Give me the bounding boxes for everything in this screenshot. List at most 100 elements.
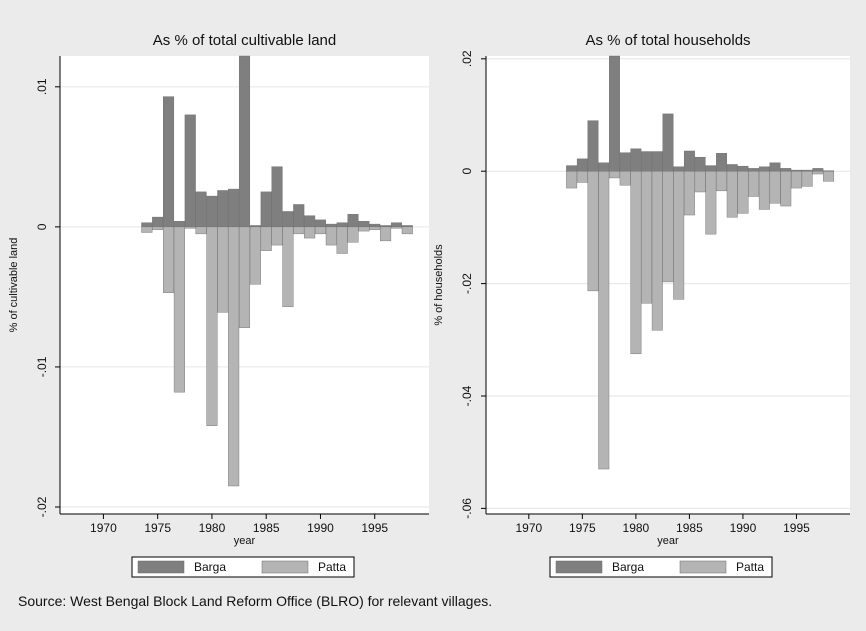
bar-barga-1997: [812, 168, 824, 172]
bar-patta-1979: [195, 226, 207, 235]
x-tick-label-1: 1975: [569, 521, 596, 535]
bar-patta-1982: [228, 226, 240, 487]
legend-label-barga: Barga: [194, 560, 226, 574]
bar-barga-1988: [716, 153, 727, 172]
bar-patta-1989: [726, 171, 738, 218]
y-tick-label-1: -.04: [460, 385, 474, 406]
x-tick-label-5: 1995: [361, 521, 388, 535]
x-tick-label-4: 1990: [730, 521, 757, 535]
bar-barga-1993: [769, 162, 781, 172]
bar-barga-1995: [369, 223, 381, 228]
bar-barga-1975: [152, 216, 164, 228]
bar-barga-1982: [651, 151, 663, 172]
bar-patta-1986: [694, 171, 706, 193]
bar-barga-1984: [249, 225, 261, 228]
bar-patta-1981: [641, 171, 653, 304]
bar-patta-1978: [609, 171, 620, 179]
bar-barga-1997: [390, 222, 402, 228]
bar-patta-1992: [336, 226, 348, 254]
legend-swatch-patta: [679, 560, 727, 574]
bar-barga-1981: [217, 190, 229, 228]
bar-barga-1996: [380, 225, 392, 228]
legend-label-barga: Barga: [612, 560, 644, 574]
bar-barga-1987: [705, 165, 717, 172]
panel-title: As % of total cultivable land: [153, 32, 336, 49]
panel-cultivable-land: -.02 -.01 0 .01 1970 1975 1980 1985 1990 1995 As %…: [8, 32, 429, 578]
bar-barga-1994: [358, 221, 370, 228]
bar-barga-1976: [587, 120, 599, 172]
legend-swatch-patta: [261, 560, 309, 574]
bar-patta-1993: [769, 171, 781, 204]
bar-patta-1985: [260, 226, 272, 251]
bar-patta-1980: [630, 171, 642, 355]
bar-barga-1987: [282, 211, 294, 228]
bar-patta-1979: [619, 171, 631, 186]
source-note: Source: West Bengal Block Land Reform Of…: [18, 593, 493, 609]
legend-label-patta: Patta: [736, 560, 764, 574]
bar-barga-1989: [726, 164, 738, 172]
bar-barga-1993: [347, 214, 359, 228]
bar-barga-1978: [609, 55, 620, 172]
bar-barga-1985: [683, 150, 695, 172]
bar-patta-1991: [748, 171, 760, 197]
bar-patta-1975: [576, 171, 588, 183]
bar-patta-1987: [282, 226, 294, 307]
bar-patta-1992: [758, 171, 770, 210]
bar-barga-1979: [619, 152, 631, 172]
bar-patta-1989: [304, 226, 316, 239]
bar-patta-1994: [358, 226, 370, 232]
y-axis-title: % of cultivable land: [8, 238, 20, 333]
bar-barga-1992: [336, 222, 348, 228]
bar-barga-1991: [325, 223, 337, 228]
y-tick-label-3: 0: [460, 168, 474, 175]
x-tick-label-3: 1985: [676, 521, 703, 535]
bar-patta-1988: [716, 171, 727, 192]
bar-barga-1986: [271, 166, 283, 228]
bar-patta-1996: [801, 171, 813, 187]
x-tick-label-0: 1970: [515, 521, 542, 535]
bar-barga-1989: [304, 215, 316, 228]
bar-barga-1994: [780, 168, 792, 172]
bar-patta-1983: [238, 226, 251, 328]
bar-barga-1978: [184, 114, 196, 228]
bar-barga-1974: [566, 165, 578, 172]
panel-households: -.06 -.04 -.02 0 .02 1970 1975 1980 1985 1990 1995…: [433, 32, 850, 578]
x-tick-label-3: 1985: [253, 521, 280, 535]
bar-patta-1986: [271, 226, 283, 246]
bar-patta-1982: [651, 171, 663, 331]
bar-barga-1977: [598, 162, 610, 172]
x-tick-label-2: 1980: [623, 521, 650, 535]
bar-patta-1984: [249, 226, 261, 285]
x-tick-label-0: 1970: [90, 521, 117, 535]
bar-barga-1990: [737, 165, 749, 172]
bar-patta-1981: [217, 226, 229, 313]
bar-patta-1998: [401, 226, 413, 235]
bar-patta-1997: [390, 226, 402, 229]
bar-patta-1977: [173, 226, 185, 393]
y-tick-label-0: -.02: [35, 496, 49, 517]
bar-patta-1996: [380, 226, 392, 242]
bar-patta-1988: [293, 226, 305, 235]
bar-barga-1990: [314, 219, 326, 228]
bar-patta-1995: [791, 171, 802, 189]
bar-patta-1998: [823, 171, 835, 182]
y-tick-label-2: -.02: [460, 273, 474, 294]
bar-barga-1984: [673, 166, 685, 172]
bar-barga-1976: [163, 96, 175, 228]
bar-barga-1974: [141, 222, 153, 228]
legend-label-patta: Patta: [318, 560, 346, 574]
bar-patta-1984: [673, 171, 685, 300]
bar-barga-1985: [260, 191, 272, 228]
bar-barga-1998: [401, 225, 413, 228]
y-tick-label-3: .01: [35, 78, 49, 95]
bar-barga-1991: [748, 168, 760, 172]
y-tick-label-4: .02: [460, 50, 474, 67]
bar-patta-1993: [347, 226, 359, 243]
bar-patta-1990: [737, 171, 749, 214]
bar-barga-1988: [293, 204, 305, 228]
bar-patta-1991: [325, 226, 337, 246]
bar-barga-1977: [173, 221, 185, 228]
bar-patta-1976: [587, 171, 599, 292]
bar-patta-1990: [314, 226, 326, 235]
